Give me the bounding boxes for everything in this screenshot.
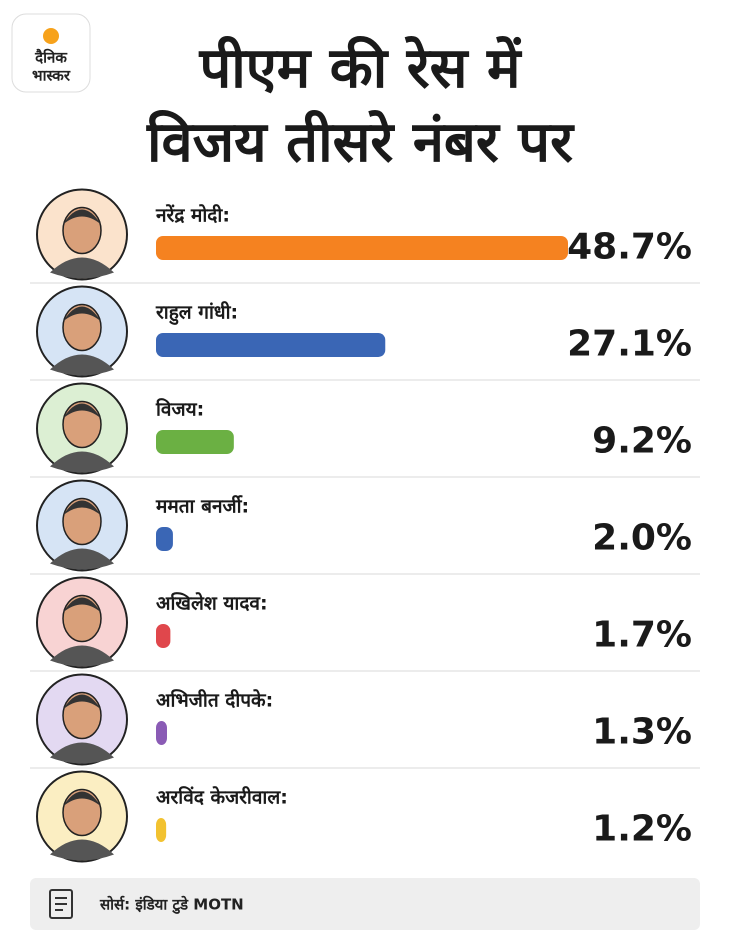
portrait-face (62, 594, 102, 643)
value-label: 27.1% (567, 324, 692, 365)
portrait-body (50, 257, 114, 279)
portrait-hair (63, 209, 101, 225)
candidate-portrait (36, 188, 128, 281)
logo: दैनिक भास्कर (11, 13, 91, 93)
candidate-portrait (36, 770, 128, 863)
candidate-name: विजय: (155, 398, 204, 421)
candidate-name: अरविंद केजरीवाल: (156, 786, 288, 809)
portrait-face (62, 691, 102, 740)
candidate-name: राहुल गांधी: (155, 301, 238, 326)
candidate-name: अखिलेश यादव: (156, 592, 268, 615)
candidate-portrait (36, 382, 128, 475)
portrait-body (50, 645, 114, 667)
candidate-portrait (36, 673, 128, 766)
value-label: 1.2% (592, 809, 692, 850)
candidate-portrait (36, 479, 128, 572)
value-label: 48.7% (567, 227, 692, 268)
bar (156, 721, 167, 745)
bar (156, 333, 386, 357)
portrait-face (62, 788, 102, 837)
doc-icon (49, 889, 73, 919)
candidate-name: ममता बनर्जी: (155, 495, 249, 518)
portrait-face (62, 400, 102, 449)
bar (156, 818, 167, 842)
portrait-body (50, 548, 114, 570)
portrait-body (50, 839, 114, 861)
candidate-portrait (36, 285, 128, 378)
bar (156, 236, 568, 260)
portrait-body (50, 354, 114, 376)
bar (156, 430, 234, 454)
value-label: 9.2% (592, 421, 692, 462)
portrait-hair (63, 500, 101, 516)
value-label: 1.7% (592, 615, 692, 656)
portrait-hair (63, 403, 101, 419)
footer: सोर्स: इंडिया टुडे MOTN (30, 878, 700, 930)
portrait-body (50, 742, 114, 764)
logo-box (11, 13, 91, 93)
portrait-body (50, 451, 114, 473)
value-label: 2.0% (592, 518, 692, 559)
source: सोर्स: इंडिया टुडे MOTN (99, 896, 244, 915)
logo-line: दैनिक (34, 49, 68, 67)
candidate-portrait (36, 576, 128, 669)
value-label: 1.3% (592, 712, 692, 753)
portrait-face (62, 206, 102, 255)
portrait-hair (63, 694, 101, 710)
portrait-hair (63, 791, 101, 807)
candidate-name: नरेंद्र मोदी: (155, 204, 230, 227)
bar (156, 527, 173, 551)
portrait-hair (63, 306, 101, 322)
chart-title: विजय तीसरे नंबर पर (146, 109, 575, 175)
candidate-name: अभिजीत दीपके: (156, 689, 273, 712)
footer-box (30, 878, 700, 930)
portrait-hair (63, 597, 101, 613)
portrait-face (62, 303, 102, 352)
bar (156, 624, 171, 648)
chart-title: पीएम की रेस में (198, 35, 523, 101)
logo-sun (43, 28, 59, 44)
portrait-face (62, 497, 102, 546)
logo-line: भास्कर (32, 67, 71, 85)
